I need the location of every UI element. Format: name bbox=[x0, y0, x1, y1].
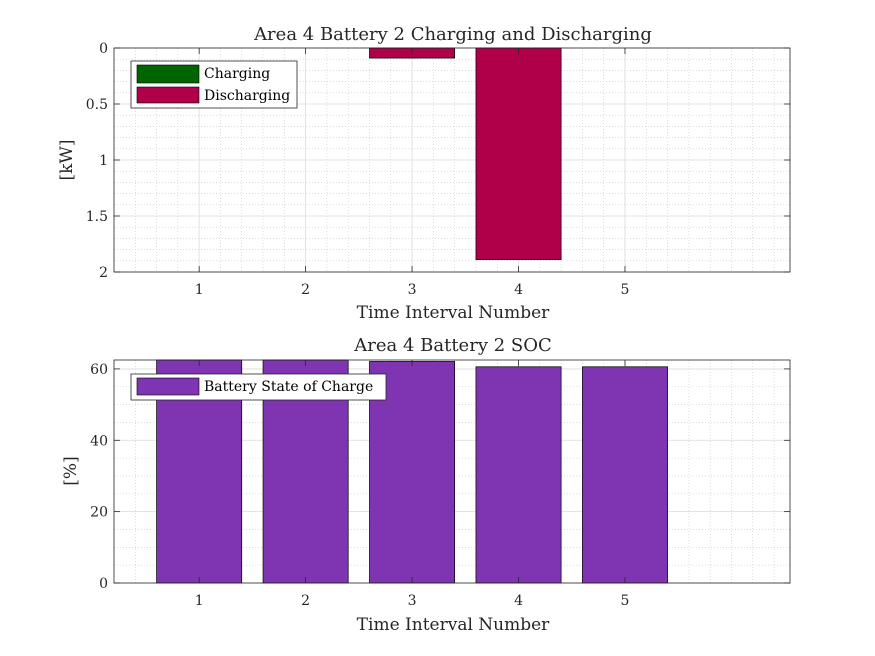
legend-swatch-discharging bbox=[136, 86, 200, 104]
axes-box bbox=[113, 359, 791, 584]
y-tick-label: 2 bbox=[99, 265, 108, 281]
y-tick-label: 1.5 bbox=[86, 209, 108, 225]
legend: Charging Discharging bbox=[130, 60, 298, 109]
bars bbox=[369, 47, 562, 261]
x-axis-label: Time Interval Number bbox=[357, 615, 551, 635]
legend-swatch-soc bbox=[136, 377, 200, 396]
x-tick-label: 5 bbox=[621, 593, 630, 609]
legend-entry-soc: Battery State of Charge bbox=[204, 379, 373, 395]
x-ticks: 1 2 3 4 5 bbox=[195, 360, 630, 609]
soc-chart: 1 2 3 4 5 0 20 40 60 Area 4 Battery 2 SOC Time … bbox=[61, 335, 791, 635]
x-tick-label: 4 bbox=[514, 282, 523, 298]
y-tick-label: 0 bbox=[99, 576, 108, 592]
legend-entry-charging: Charging bbox=[204, 66, 270, 82]
legend-entry-discharging: Discharging bbox=[204, 88, 290, 104]
legend: Battery State of Charge bbox=[130, 373, 387, 401]
chart-title: Area 4 Battery 2 SOC bbox=[353, 335, 552, 356]
chart-title: Area 4 Battery 2 Charging and Dischargin… bbox=[253, 24, 652, 45]
y-tick-label: 40 bbox=[90, 433, 108, 449]
y-tick-label: 20 bbox=[90, 505, 108, 521]
charging-discharging-chart: 1 2 3 4 5 0 0.5 1 1.5 2 Area 4 Battery 2 Chargin… bbox=[57, 24, 791, 323]
y-axis-label: [%] bbox=[61, 456, 81, 485]
legend-swatch-charging bbox=[136, 64, 200, 84]
x-tick-label: 1 bbox=[195, 593, 204, 609]
y-tick-label: 0 bbox=[99, 41, 108, 57]
y-axis-label: [kW] bbox=[57, 139, 77, 180]
x-axis-label: Time Interval Number bbox=[357, 303, 551, 323]
x-tick-label: 3 bbox=[408, 282, 417, 298]
x-tick-label: 4 bbox=[514, 593, 523, 609]
bar-discharging-4 bbox=[475, 47, 562, 261]
y-ticks: 0 0.5 1 1.5 2 bbox=[86, 41, 790, 281]
x-tick-label: 2 bbox=[301, 282, 310, 298]
y-tick-label: 1 bbox=[99, 153, 108, 169]
x-tick-label: 1 bbox=[195, 282, 204, 298]
x-tick-label: 5 bbox=[621, 282, 630, 298]
x-tick-label: 2 bbox=[301, 593, 310, 609]
y-tick-label: 60 bbox=[90, 362, 108, 378]
x-ticks: 1 2 3 4 5 bbox=[195, 48, 630, 298]
bar-battery-state-of-charge-4 bbox=[475, 366, 562, 584]
y-tick-label: 0.5 bbox=[86, 97, 108, 113]
x-tick-label: 3 bbox=[408, 593, 417, 609]
y-ticks: 0 20 40 60 bbox=[90, 362, 790, 592]
bar-battery-state-of-charge-5 bbox=[582, 366, 668, 584]
